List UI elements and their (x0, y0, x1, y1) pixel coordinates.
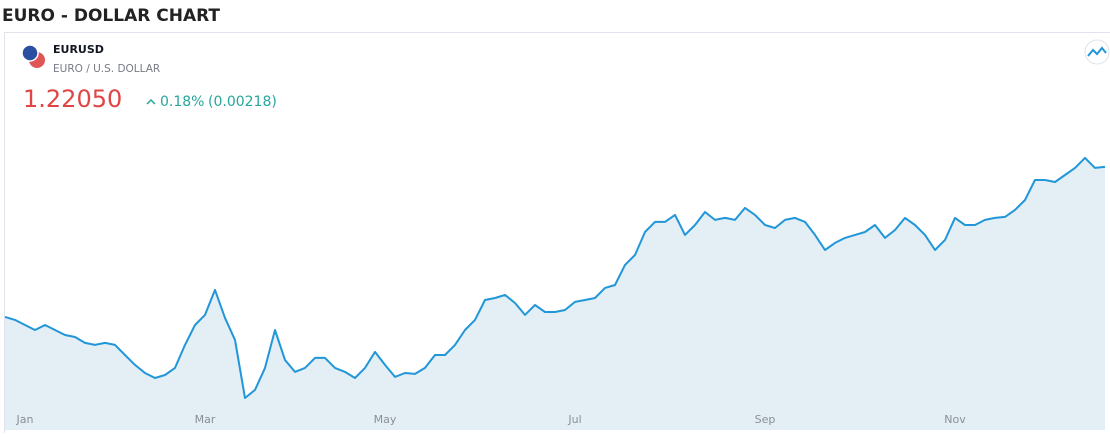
x-tick-label: Jan (16, 413, 34, 426)
x-tick-label: Nov (944, 413, 966, 426)
x-tick-label: Sep (755, 413, 776, 426)
x-tick-label: May (374, 413, 397, 426)
symbol: EURUSD (53, 43, 104, 56)
x-tick-label: Jul (567, 413, 581, 426)
symbol-description: EURO / U.S. DOLLAR (53, 63, 160, 75)
chart-style-button[interactable] (1085, 40, 1109, 64)
x-tick-label: Mar (195, 413, 216, 426)
change-percent: 0.18% (160, 94, 204, 110)
price: 1.22050 (23, 85, 122, 113)
change-value: (0.00218) (208, 94, 277, 110)
page-title: EURO - DOLLAR CHART (2, 6, 220, 26)
